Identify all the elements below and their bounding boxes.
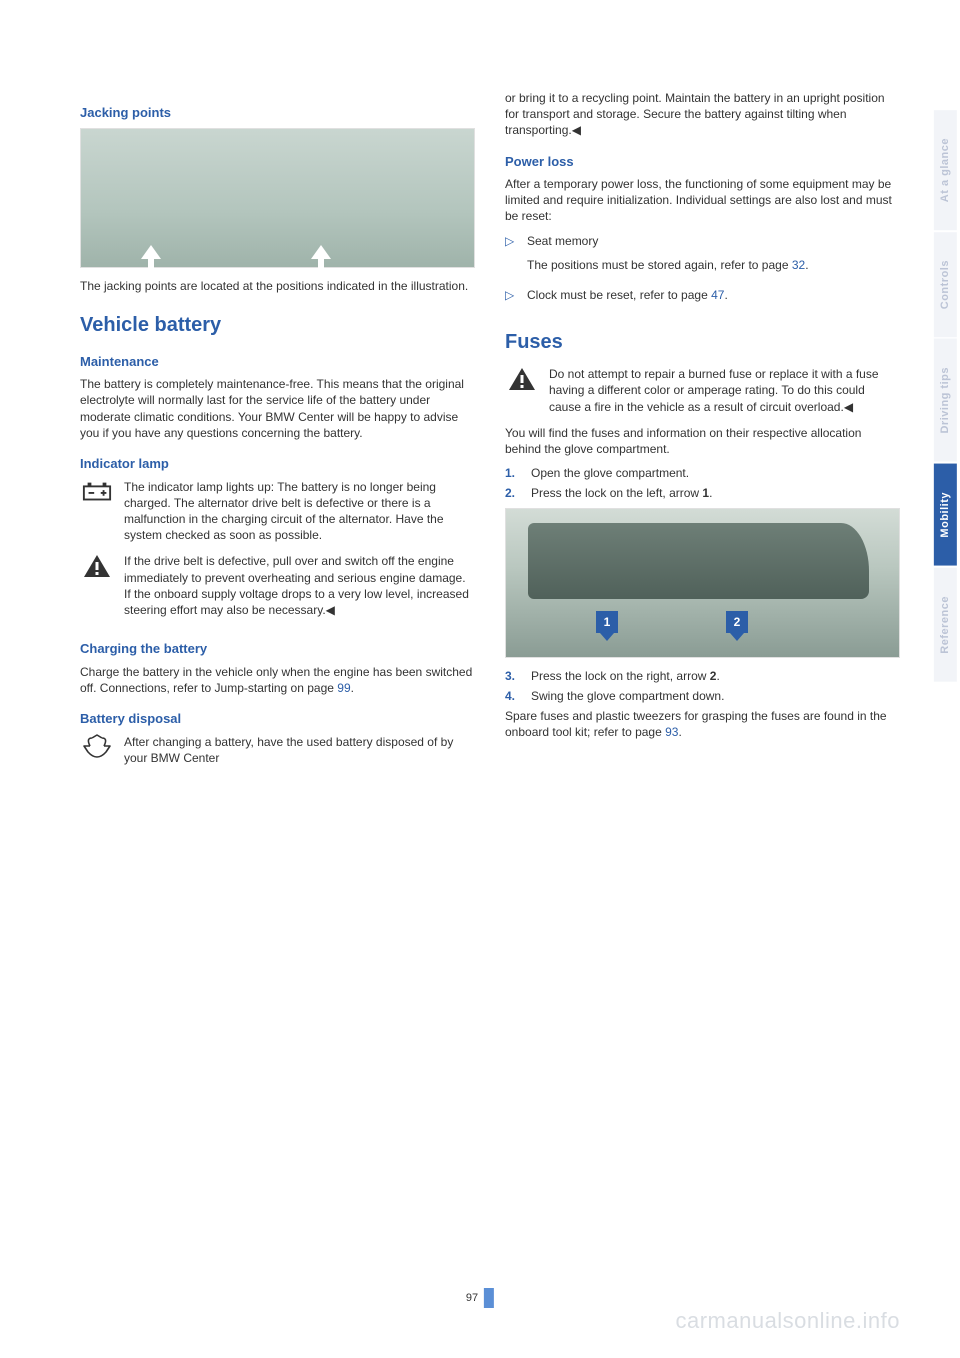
recycle-icon <box>80 734 114 760</box>
step-item: 1. Open the glove compartment. <box>505 465 900 481</box>
heading-battery-disposal: Battery disposal <box>80 710 475 728</box>
callout-1: 1 <box>596 611 618 633</box>
heading-power-loss: Power loss <box>505 153 900 171</box>
step-item: 3. Press the lock on the right, arrow 2. <box>505 668 900 684</box>
callout-2: 2 <box>726 611 748 633</box>
tab-driving-tips[interactable]: Driving tips <box>934 339 957 462</box>
para-indicator-warn: If the drive belt is defective, pull ove… <box>124 553 475 618</box>
indicator-block: The indicator lamp lights up: The batter… <box>80 479 475 552</box>
para-disposal-cont: or bring it to a recycling point. Mainta… <box>505 90 900 139</box>
page-ref-47[interactable]: 47 <box>711 288 724 302</box>
warning-icon <box>80 553 114 579</box>
page-ref-93[interactable]: 93 <box>665 725 678 739</box>
battery-icon <box>80 479 114 505</box>
tab-at-a-glance[interactable]: At a glance <box>934 110 957 230</box>
step-number: 1. <box>505 465 521 481</box>
para-fuses-warn: Do not attempt to repair a burned fuse o… <box>549 366 900 415</box>
watermark: carmanualsonline.info <box>675 1306 900 1336</box>
page-number-bar <box>484 1288 494 1308</box>
para-charging: Charge the battery in the vehicle only w… <box>80 664 475 696</box>
heading-charging: Charging the battery <box>80 640 475 658</box>
figure-jacking-points <box>80 128 475 268</box>
list-item-head: Seat memory <box>527 233 900 249</box>
page-ref-32[interactable]: 32 <box>792 258 805 272</box>
para-fuses: You will find the fuses and information … <box>505 425 900 457</box>
step-text: Swing the glove compartment down. <box>531 688 724 704</box>
warning-block: If the drive belt is defective, pull ove… <box>80 553 475 626</box>
step-number: 4. <box>505 688 521 704</box>
step-text: Press the lock on the left, arrow 1. <box>531 485 712 501</box>
step-text: Press the lock on the right, arrow 2. <box>531 668 720 684</box>
step-item: 4. Swing the glove compartment down. <box>505 688 900 704</box>
left-column: Jacking points The jacking points are lo… <box>80 90 475 776</box>
caption-jacking: The jacking points are located at the po… <box>80 278 475 294</box>
step-text: Open the glove compartment. <box>531 465 689 481</box>
warning-icon <box>505 366 539 392</box>
tab-mobility[interactable]: Mobility <box>934 464 957 566</box>
heading-maintenance: Maintenance <box>80 353 475 371</box>
bullet-icon: ▷ <box>505 233 517 281</box>
arrow-icon <box>311 245 331 259</box>
page-number: 97 <box>466 1288 494 1308</box>
heading-jacking-points: Jacking points <box>80 104 475 122</box>
list-item-body: The positions must be stored again, refe… <box>527 257 900 273</box>
para-powerloss: After a temporary power loss, the functi… <box>505 176 900 225</box>
list-item: ▷ Seat memory The positions must be stor… <box>505 233 900 281</box>
step-number: 3. <box>505 668 521 684</box>
heading-fuses: Fuses <box>505 329 900 356</box>
step-number: 2. <box>505 485 521 501</box>
list-item-body: Clock must be reset, refer to page 47. <box>527 287 900 303</box>
page-ref-99[interactable]: 99 <box>337 681 350 695</box>
right-column: or bring it to a recycling point. Mainta… <box>505 90 900 776</box>
para-maintenance: The battery is completely maintenance-fr… <box>80 376 475 441</box>
tab-reference[interactable]: Reference <box>934 568 957 682</box>
heading-indicator-lamp: Indicator lamp <box>80 455 475 473</box>
heading-vehicle-battery: Vehicle battery <box>80 312 475 339</box>
para-spare-fuses: Spare fuses and plastic tweezers for gra… <box>505 708 900 740</box>
bullet-icon: ▷ <box>505 287 517 311</box>
list-item: ▷ Clock must be reset, refer to page 47. <box>505 287 900 311</box>
tab-controls[interactable]: Controls <box>934 232 957 337</box>
step-item: 2. Press the lock on the left, arrow 1. <box>505 485 900 501</box>
para-indicator: The indicator lamp lights up: The batter… <box>124 479 475 544</box>
disposal-block: After changing a battery, have the used … <box>80 734 475 774</box>
arrow-icon <box>141 245 161 259</box>
figure-glove-compartment: 1 2 <box>505 508 900 658</box>
fuses-warning-block: Do not attempt to repair a burned fuse o… <box>505 366 900 423</box>
para-disposal: After changing a battery, have the used … <box>124 734 475 766</box>
side-tabs: At a glance Controls Driving tips Mobili… <box>934 110 960 683</box>
